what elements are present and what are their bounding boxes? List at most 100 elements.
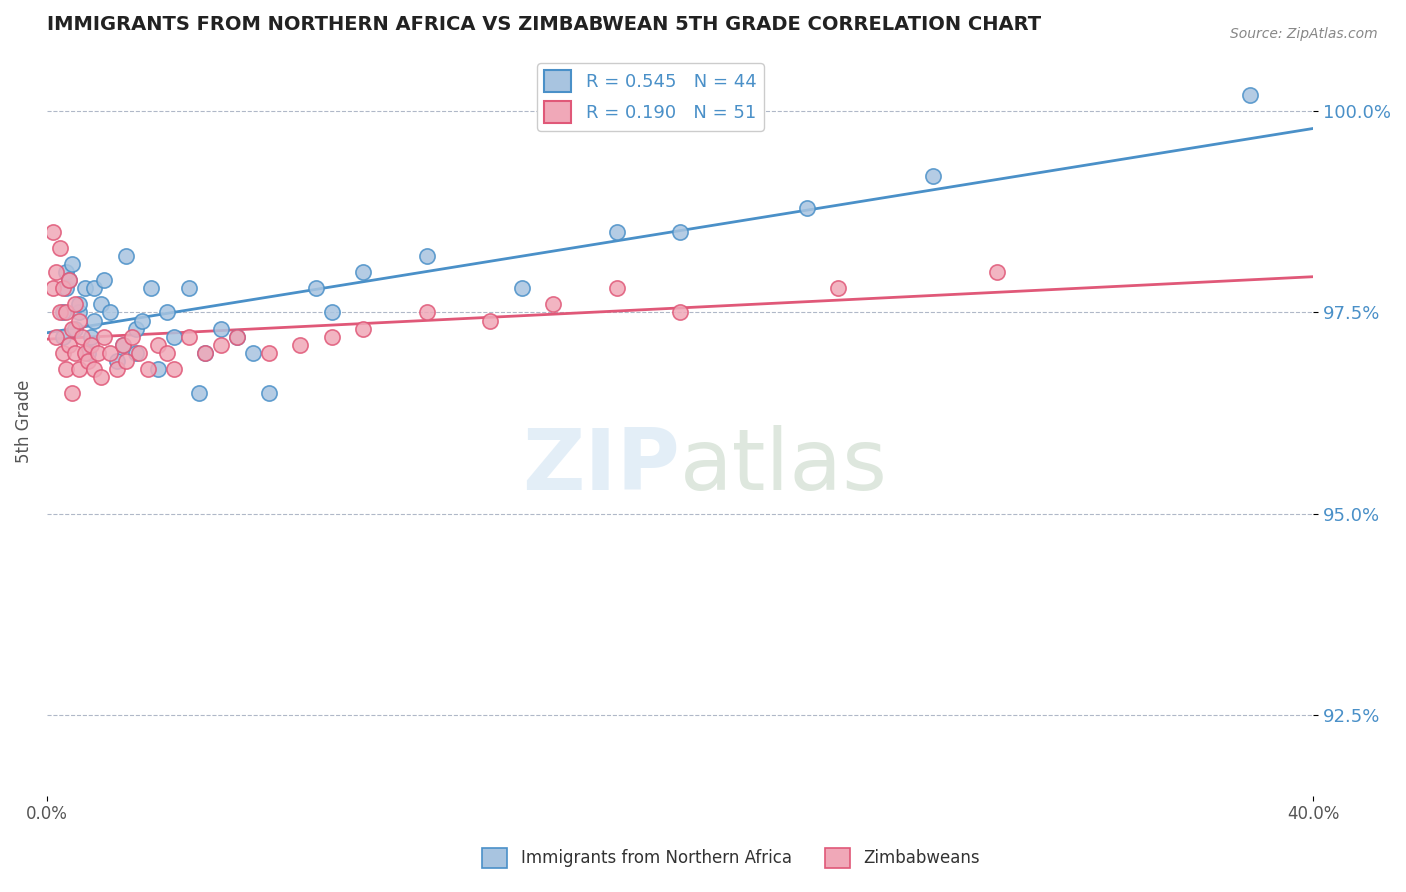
Point bbox=[669, 225, 692, 239]
Point bbox=[77, 353, 100, 368]
Point bbox=[55, 281, 77, 295]
Point bbox=[669, 305, 692, 319]
Point bbox=[55, 265, 77, 279]
Point bbox=[93, 329, 115, 343]
Point bbox=[93, 273, 115, 287]
Point bbox=[321, 305, 343, 319]
Point bbox=[321, 329, 343, 343]
Point bbox=[225, 329, 247, 343]
Point bbox=[141, 281, 163, 295]
Point bbox=[510, 281, 533, 295]
Point bbox=[48, 305, 70, 319]
Point bbox=[98, 305, 121, 319]
Point bbox=[146, 337, 169, 351]
Point bbox=[60, 386, 83, 401]
Point bbox=[146, 362, 169, 376]
Point bbox=[52, 345, 75, 359]
Point bbox=[353, 321, 375, 335]
Point bbox=[479, 313, 502, 327]
Point bbox=[42, 281, 65, 295]
Point bbox=[162, 329, 184, 343]
Point bbox=[257, 345, 280, 359]
Point bbox=[58, 337, 80, 351]
Point bbox=[60, 321, 83, 335]
Point bbox=[80, 337, 103, 351]
Point bbox=[65, 297, 87, 311]
Point bbox=[83, 313, 105, 327]
Point bbox=[65, 345, 87, 359]
Point bbox=[1239, 87, 1261, 102]
Point bbox=[353, 265, 375, 279]
Point bbox=[225, 329, 247, 343]
Point bbox=[209, 337, 232, 351]
Point bbox=[90, 297, 112, 311]
Point bbox=[209, 321, 232, 335]
Point bbox=[45, 265, 67, 279]
Point bbox=[131, 313, 153, 327]
Legend: Immigrants from Northern Africa, Zimbabweans: Immigrants from Northern Africa, Zimbabw… bbox=[475, 841, 987, 875]
Point bbox=[179, 329, 201, 343]
Point bbox=[83, 281, 105, 295]
Point bbox=[48, 241, 70, 255]
Point bbox=[136, 362, 159, 376]
Point bbox=[111, 337, 134, 351]
Point bbox=[194, 345, 217, 359]
Point bbox=[55, 362, 77, 376]
Point bbox=[67, 305, 90, 319]
Text: Source: ZipAtlas.com: Source: ZipAtlas.com bbox=[1230, 27, 1378, 41]
Point bbox=[606, 281, 628, 295]
Point bbox=[194, 345, 217, 359]
Point bbox=[416, 305, 439, 319]
Point bbox=[922, 169, 945, 183]
Point bbox=[45, 329, 67, 343]
Point bbox=[543, 297, 565, 311]
Point bbox=[77, 345, 100, 359]
Point bbox=[128, 345, 150, 359]
Text: atlas: atlas bbox=[681, 425, 889, 508]
Point bbox=[124, 321, 146, 335]
Point bbox=[83, 362, 105, 376]
Point bbox=[606, 225, 628, 239]
Point bbox=[105, 353, 128, 368]
Point bbox=[52, 281, 75, 295]
Point bbox=[257, 386, 280, 401]
Text: IMMIGRANTS FROM NORTHERN AFRICA VS ZIMBABWEAN 5TH GRADE CORRELATION CHART: IMMIGRANTS FROM NORTHERN AFRICA VS ZIMBA… bbox=[46, 15, 1040, 34]
Point bbox=[67, 297, 90, 311]
Point bbox=[288, 337, 311, 351]
Point bbox=[156, 305, 179, 319]
Point bbox=[986, 265, 1008, 279]
Y-axis label: 5th Grade: 5th Grade bbox=[15, 379, 32, 463]
Point bbox=[55, 305, 77, 319]
Point bbox=[115, 353, 138, 368]
Point bbox=[70, 329, 93, 343]
Point bbox=[179, 281, 201, 295]
Point bbox=[52, 305, 75, 319]
Point bbox=[86, 345, 108, 359]
Point bbox=[90, 370, 112, 384]
Point bbox=[156, 345, 179, 359]
Point bbox=[52, 329, 75, 343]
Point bbox=[121, 329, 143, 343]
Point bbox=[60, 257, 83, 271]
Text: ZIP: ZIP bbox=[523, 425, 681, 508]
Point bbox=[827, 281, 849, 295]
Point bbox=[242, 345, 264, 359]
Point bbox=[187, 386, 209, 401]
Point bbox=[67, 362, 90, 376]
Point bbox=[416, 249, 439, 263]
Point bbox=[305, 281, 328, 295]
Point bbox=[73, 345, 96, 359]
Point bbox=[115, 249, 138, 263]
Point bbox=[796, 201, 818, 215]
Point bbox=[42, 225, 65, 239]
Point bbox=[162, 362, 184, 376]
Point bbox=[80, 329, 103, 343]
Point bbox=[58, 273, 80, 287]
Point bbox=[98, 345, 121, 359]
Point bbox=[58, 273, 80, 287]
Point bbox=[65, 321, 87, 335]
Point bbox=[111, 337, 134, 351]
Point bbox=[73, 281, 96, 295]
Point bbox=[67, 313, 90, 327]
Point bbox=[105, 362, 128, 376]
